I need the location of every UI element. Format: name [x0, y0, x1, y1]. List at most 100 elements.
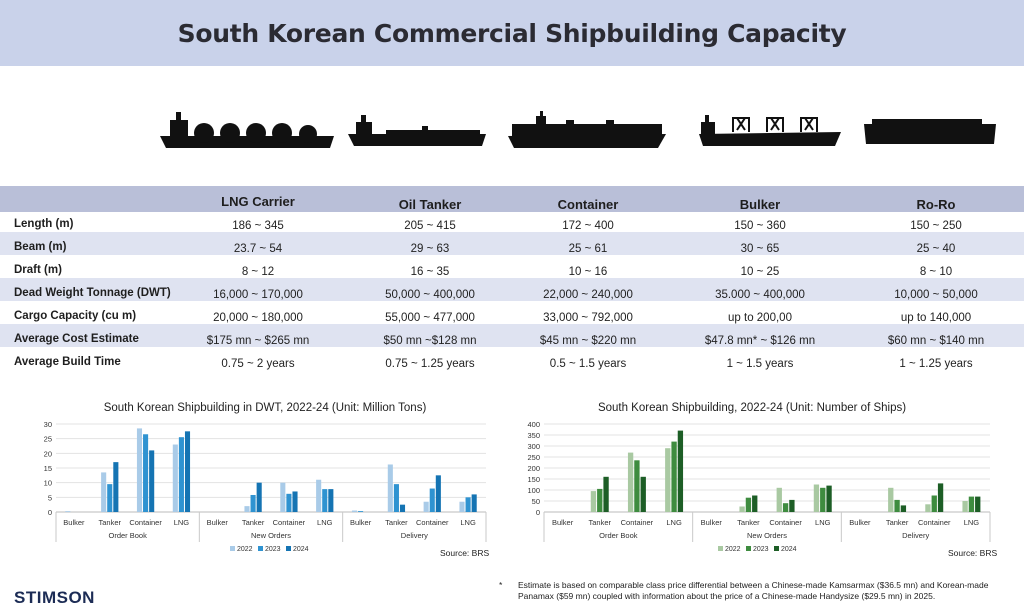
table-cell: $175 mn ~ $265 mn	[206, 335, 310, 347]
y-tick-label: 10	[44, 479, 52, 488]
table-cell: 16 ~ 35	[410, 266, 450, 278]
bar	[101, 472, 107, 512]
y-tick-label: 0	[48, 508, 52, 517]
category-label: Tanker	[385, 518, 408, 527]
bar	[465, 497, 471, 512]
bar	[962, 501, 968, 512]
table-cell: $50 mn ~$128 mn	[383, 335, 477, 347]
legend-swatch	[718, 546, 723, 551]
bar	[752, 495, 758, 512]
bar	[597, 488, 603, 512]
category-label: Bulker	[350, 518, 372, 527]
container-ship-silhouette	[508, 111, 666, 148]
legend-label: 2023	[265, 546, 281, 553]
y-tick-label: 250	[527, 453, 540, 462]
bar	[745, 497, 752, 512]
bar	[900, 505, 907, 512]
legend-swatch	[774, 546, 779, 551]
bar	[292, 491, 298, 512]
bar	[925, 504, 931, 512]
category-label: Container	[416, 518, 449, 527]
bar	[184, 431, 191, 512]
bar	[603, 476, 609, 512]
bar	[813, 484, 820, 512]
y-tick-label: 400	[527, 420, 540, 429]
group-label: Delivery	[902, 531, 929, 540]
legend-label: 2023	[753, 546, 769, 553]
bar	[280, 482, 286, 512]
table-cell: 10 ~ 16	[568, 266, 608, 278]
legend-swatch	[230, 546, 235, 551]
bar	[975, 496, 981, 512]
y-tick-label: 5	[48, 493, 52, 502]
table-cell: 30 ~ 65	[740, 243, 780, 255]
bar	[627, 452, 634, 512]
bar	[358, 511, 364, 512]
table-cell: 10 ~ 25	[740, 266, 780, 278]
column-header: Ro-Ro	[916, 197, 956, 212]
table-cell: 0.5 ~ 1.5 years	[549, 358, 627, 370]
legend-swatch	[746, 546, 751, 551]
category-label: Bulker	[552, 518, 574, 527]
category-label: Bulker	[63, 518, 85, 527]
column-header: Bulker	[739, 197, 781, 212]
bar	[435, 475, 441, 512]
bar	[351, 510, 358, 512]
bar	[399, 504, 406, 512]
table-header-band	[0, 186, 1024, 212]
bar	[328, 489, 334, 512]
bar	[107, 484, 113, 512]
bar	[789, 499, 795, 512]
row-label: Dead Weight Tonnage (DWT)	[14, 287, 171, 299]
column-header: Container	[557, 197, 619, 212]
y-tick-label: 15	[44, 464, 52, 473]
chart-ships: 0 50 100 150 200 250 300 350 400 Bulker Tanker Cont…	[527, 420, 991, 553]
category-label: Bulker	[701, 518, 723, 527]
category-label: LNG	[964, 518, 980, 527]
y-tick-label: 25	[44, 435, 52, 444]
footnote: Estimate is based on comparable class pr…	[518, 580, 989, 601]
table-cell: $45 mn ~ $220 mn	[539, 335, 637, 347]
category-label: LNG	[666, 518, 682, 527]
table-cell: 55,000 ~ 477,000	[385, 312, 475, 324]
bar	[894, 499, 900, 512]
table-cell: 150 ~ 360	[734, 220, 786, 232]
table-cell: 1 ~ 1.5 years	[726, 358, 794, 370]
group-label: New Orders	[747, 531, 787, 540]
legend-swatch	[258, 546, 263, 551]
bar	[65, 511, 71, 512]
bar	[820, 487, 826, 512]
bar	[149, 450, 155, 512]
stimson-logo: STIMSON	[14, 588, 95, 607]
y-tick-label: 300	[527, 442, 540, 451]
bar	[178, 437, 184, 512]
bar	[590, 491, 597, 512]
lng-carrier-silhouette	[160, 112, 334, 148]
group-label: Delivery	[401, 531, 428, 540]
table-cell: $47.8 mn* ~ $126 mn	[704, 335, 816, 347]
category-label: Bulker	[207, 518, 229, 527]
source-note-ships: Source: BRS	[948, 548, 998, 558]
table-cell: 150 ~ 250	[910, 220, 962, 232]
table-cell: 0.75 ~ 1.25 years	[385, 358, 475, 370]
row-label: Draft (m)	[14, 264, 62, 276]
category-label: LNG	[174, 518, 190, 527]
legend-label: 2024	[781, 546, 797, 553]
legend-label: 2022	[725, 546, 741, 553]
y-tick-label: 50	[532, 497, 540, 506]
category-label: Bulker	[849, 518, 871, 527]
bulker-silhouette	[699, 115, 841, 146]
row-band	[0, 278, 1024, 301]
bar	[322, 489, 328, 512]
column-header: LNG Carrier	[221, 194, 295, 209]
bar	[968, 496, 975, 512]
table-cell: 8 ~ 12	[241, 266, 275, 278]
bar	[739, 506, 745, 512]
bar	[776, 487, 782, 512]
bar	[677, 430, 684, 512]
group-label: New Orders	[251, 531, 291, 540]
bar	[640, 476, 646, 512]
bar	[459, 501, 465, 512]
y-tick-label: 200	[527, 464, 540, 473]
bar	[665, 448, 671, 512]
